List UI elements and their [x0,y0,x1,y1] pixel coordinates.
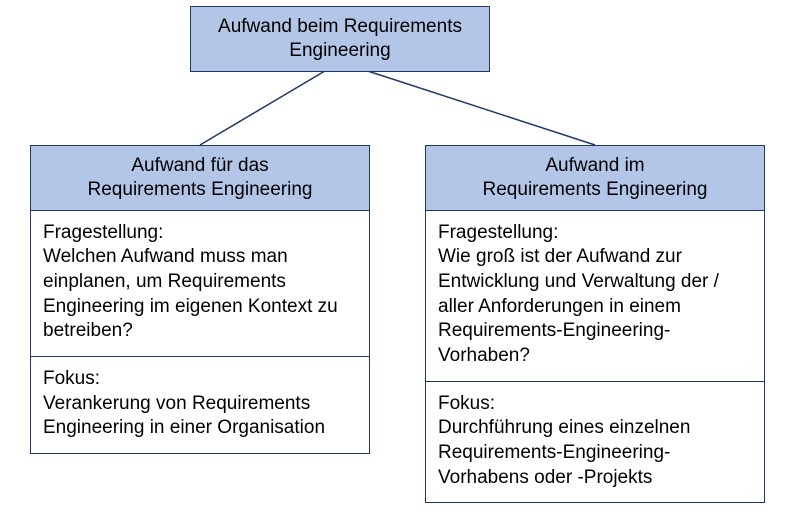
child-right-focus: Fokus: Durchführung eines einzelnen Requ… [426,381,764,503]
child-left-header-line2: Requirements Engineering [88,179,313,200]
focus-text: Durchführung eines einzelnen Requirement… [438,417,690,487]
child-right-header: Aufwand im Requirements Engineering [426,146,764,211]
question-label: Fragestellung: [438,221,752,246]
root-title-line1: Aufwand beim Requirements [218,16,462,37]
child-right-header-line1: Aufwand im [545,155,644,176]
question-text: Welchen Aufwand muss man einplanen, um R… [43,246,338,341]
child-right-question: Fragestellung: Wie groß ist der Aufwand … [426,211,764,381]
root-title-line2: Engineering [289,40,390,61]
child-node-right: Aufwand im Requirements Engineering Frag… [425,145,765,503]
root-node: Aufwand beim Requirements Engineering [190,6,490,72]
child-right-header-line2: Requirements Engineering [483,179,708,200]
child-left-header-line1: Aufwand für das [131,155,268,176]
question-text: Wie groß ist der Aufwand zur Entwicklung… [438,246,719,366]
focus-label: Fokus: [43,367,357,392]
child-left-focus: Fokus: Verankerung von Requirements Engi… [31,356,369,453]
child-node-left: Aufwand für das Requirements Engineering… [30,145,370,454]
child-left-header: Aufwand für das Requirements Engineering [31,146,369,211]
child-left-question: Fragestellung: Welchen Aufwand muss man … [31,211,369,356]
question-label: Fragestellung: [43,221,357,246]
focus-label: Fokus: [438,392,752,417]
focus-text: Verankerung von Requirements Engineering… [43,393,325,439]
